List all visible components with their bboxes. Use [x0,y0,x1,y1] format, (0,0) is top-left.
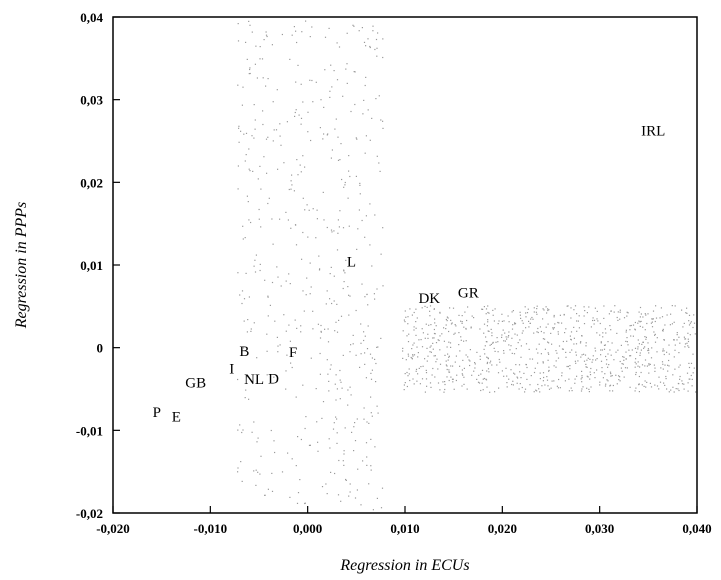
y-axis-title: Regression in PPPs [13,202,30,330]
point-label-p: P [153,405,161,421]
point-label-gr: GR [458,285,479,301]
y-tick-label: 0,02 [80,175,103,190]
point-label-d: D [268,371,279,387]
point-label-i: I [229,361,234,377]
x-tick-label: -0,010 [194,521,228,536]
point-label-nl: NL [244,372,264,388]
shaded-regions [237,20,697,511]
point-label-dk: DK [418,291,440,307]
y-tick-label: 0 [97,341,104,356]
x-axis-title: Regression in ECUs [339,557,469,574]
point-label-e: E [172,409,181,425]
x-tick-label: 0,010 [390,521,419,536]
y-tick-label: -0,02 [76,506,103,521]
point-label-f: F [289,345,297,361]
point-label-gb: GB [185,375,206,391]
x-tick-label: -0,020 [96,521,130,536]
point-label-l: L [347,255,356,271]
y-axis-ticks: -0,02 -0,01 0 0,01 0,02 0,03 0,04 [76,10,120,521]
y-tick-label: 0,04 [80,10,103,25]
x-tick-label: 0,030 [585,521,614,536]
x-tick-label: 0,040 [682,521,711,536]
y-tick-label: 0,01 [80,258,103,273]
y-tick-label: 0,03 [80,93,103,108]
y-tick-label: -0,01 [76,423,103,438]
x-tick-label: 0,020 [488,521,517,536]
x-axis-ticks: -0,020 -0,010 0,000 0,010 0,020 0,030 0,040 [96,506,712,536]
plot-area-frame [112,16,698,514]
x-tick-label: 0,000 [293,521,322,536]
point-label-irl: IRL [641,123,665,139]
data-points: IRL L DK GR B F I NL D GB P E [153,123,666,425]
point-label-b: B [239,344,249,360]
